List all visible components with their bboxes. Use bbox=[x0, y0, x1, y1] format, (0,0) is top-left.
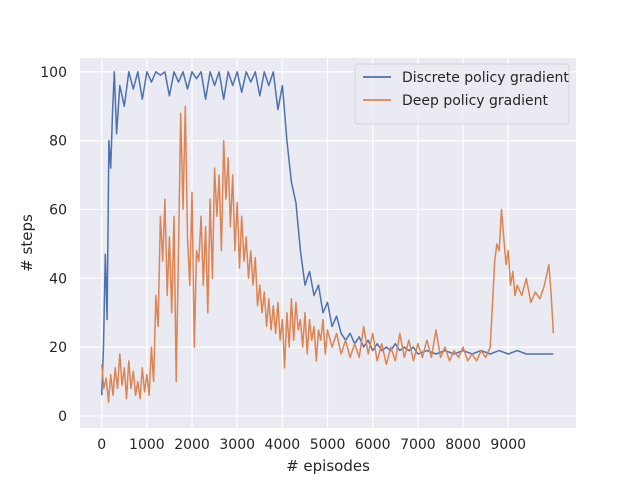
x-tick-label: 3000 bbox=[219, 437, 255, 453]
y-tick-label: 80 bbox=[49, 134, 67, 150]
x-tick-label: 6000 bbox=[355, 437, 391, 453]
legend-entry: Deep policy gradient bbox=[402, 93, 548, 109]
x-tick-label: 7000 bbox=[400, 437, 436, 453]
x-tick-label: 5000 bbox=[310, 437, 346, 453]
y-tick-label: 20 bbox=[49, 340, 67, 356]
x-tick-label: 8000 bbox=[445, 437, 481, 453]
x-tick-label: 1000 bbox=[129, 437, 165, 453]
y-tick-label: 100 bbox=[40, 65, 67, 81]
y-tick-label: 0 bbox=[58, 409, 67, 425]
series-layer bbox=[100, 71, 555, 403]
legend-box bbox=[354, 63, 570, 125]
x-tick-label: 4000 bbox=[265, 437, 301, 453]
x-axis-label: # episodes bbox=[286, 457, 370, 475]
legend-entry: Discrete policy gradient bbox=[402, 70, 569, 86]
series-line-1 bbox=[100, 71, 554, 396]
x-tick-label: 2000 bbox=[174, 437, 210, 453]
y-tick-label: 60 bbox=[49, 202, 67, 218]
tick-labels: 0 1000 2000 3000 4000 5000 6000 7000 8000 9000 0 20… bbox=[40, 65, 526, 453]
y-axis-label: # steps bbox=[18, 214, 36, 272]
x-tick-label: 9000 bbox=[490, 437, 526, 453]
legend: Discrete policy gradient Deep policy grad… bbox=[354, 63, 570, 125]
x-tick-label: 0 bbox=[97, 437, 106, 453]
y-tick-label: 40 bbox=[49, 271, 67, 287]
series-line-2 bbox=[100, 105, 555, 403]
